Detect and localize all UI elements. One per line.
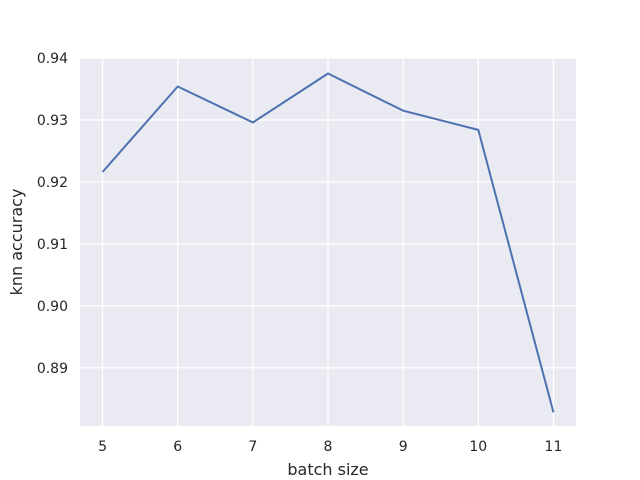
series-line	[101, 72, 555, 413]
y-tick-label: 0.91	[37, 237, 68, 253]
x-axis-label: batch size	[287, 460, 368, 479]
y-tick-label: 0.93	[37, 113, 68, 129]
y-axis-label: knn accuracy	[7, 189, 26, 296]
x-tick-labels: 5 6 7 8 9 10 11	[98, 439, 562, 455]
x-tick-label: 11	[545, 439, 563, 455]
y-tick-label: 0.92	[37, 175, 68, 191]
y-tick-label: 0.90	[37, 299, 68, 315]
grid-lines	[80, 57, 576, 426]
x-tick-label: 8	[324, 439, 333, 455]
x-tick-label: 7	[248, 439, 257, 455]
y-tick-label: 0.94	[37, 51, 68, 67]
y-tick-labels: 0.89 0.90 0.91 0.92 0.93 0.94	[37, 51, 68, 377]
x-tick-label: 6	[173, 439, 182, 455]
y-tick-label: 0.89	[37, 361, 68, 377]
x-tick-label: 5	[98, 439, 107, 455]
x-tick-label: 9	[399, 439, 408, 455]
x-tick-label: 10	[469, 439, 487, 455]
